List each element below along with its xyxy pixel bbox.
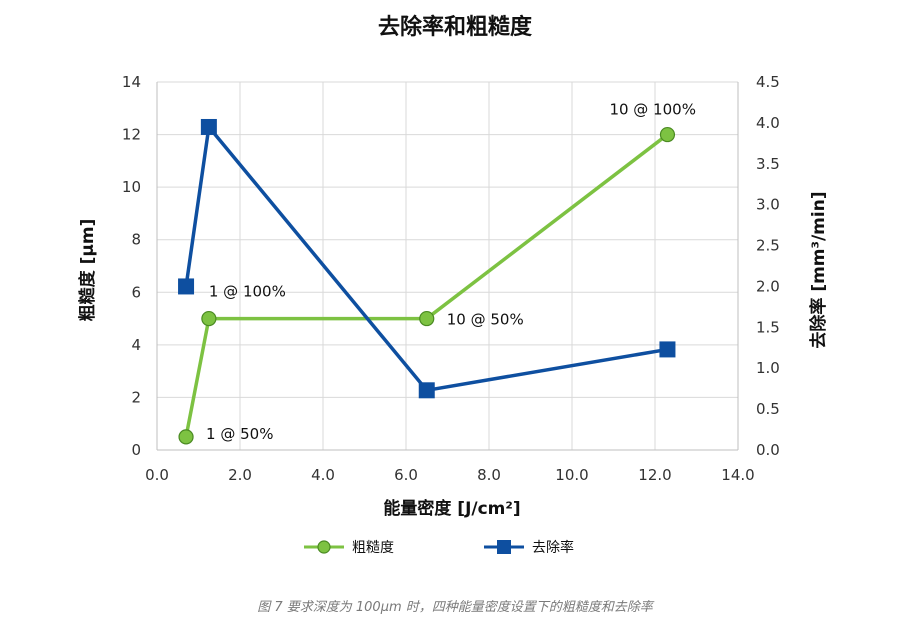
data-label: 10 @ 50% bbox=[447, 311, 524, 329]
y-right-tick-label: 3.5 bbox=[756, 155, 780, 173]
legend-marker-removal-rate bbox=[497, 540, 511, 554]
x-tick-label: 6.0 bbox=[394, 466, 418, 484]
data-point-removal-rate-0 bbox=[178, 278, 195, 295]
x-tick-label: 4.0 bbox=[311, 466, 335, 484]
y-left-tick-labels: 0 2 4 6 8 10 12 14 bbox=[122, 73, 141, 459]
axes bbox=[156, 82, 739, 451]
legend-item-roughness: 粗糙度 bbox=[304, 540, 394, 556]
series-line-1 bbox=[184, 125, 668, 393]
y-right-tick-label: 3.0 bbox=[756, 196, 780, 214]
y-right-axis-label: 去除率 [mm³/min] bbox=[808, 191, 829, 348]
y-right-tick-label: 1.5 bbox=[756, 318, 780, 336]
y-right-tick-label: 2.5 bbox=[756, 237, 780, 255]
series-line-0 bbox=[184, 133, 669, 438]
y-right-tick-labels: 0.0 0.5 1.0 1.5 2.0 2.5 3.0 3.5 4.0 4.5 bbox=[756, 73, 780, 459]
y-right-tick-label: 4.0 bbox=[756, 114, 780, 132]
y-right-tick-label: 2.0 bbox=[756, 277, 780, 295]
y-left-tick-label: 6 bbox=[131, 283, 141, 301]
data-point-roughness-3 bbox=[659, 126, 676, 143]
y-left-tick-label: 4 bbox=[131, 336, 141, 354]
y-right-tick-label: 4.5 bbox=[756, 73, 780, 91]
data-point-roughness-2 bbox=[419, 310, 435, 327]
y-left-tick-label: 12 bbox=[122, 126, 141, 144]
y-left-tick-label: 14 bbox=[122, 73, 141, 91]
x-tick-labels: 0.0 2.0 4.0 6.0 8.0 10.0 12.0 14.0 bbox=[145, 466, 755, 484]
legend-label-roughness: 粗糙度 bbox=[352, 540, 394, 556]
y-left-tick-label: 8 bbox=[131, 231, 141, 249]
figure-caption: 图 7 要求深度为 100µm 时，四种能量密度设置下的粗糙度和去除率 bbox=[257, 600, 653, 615]
y-left-tick-label: 2 bbox=[131, 388, 141, 406]
legend-item-removal-rate: 去除率 bbox=[484, 539, 574, 556]
data-point-removal-rate-3 bbox=[659, 341, 676, 358]
y-right-tick-label: 0.0 bbox=[756, 441, 780, 459]
x-tick-label: 0.0 bbox=[145, 466, 169, 484]
data-label: 10 @ 100% bbox=[609, 101, 696, 119]
y-left-axis-label: 粗糙度 [µm] bbox=[77, 219, 98, 322]
x-axis-label: 能量密度 [J/cm²] bbox=[383, 498, 520, 519]
y-right-tick-label: 1.0 bbox=[756, 359, 780, 377]
y-left-tick-label: 0 bbox=[131, 441, 141, 459]
series-lines bbox=[184, 125, 669, 438]
y-right-tick-label: 0.5 bbox=[756, 400, 780, 418]
x-tick-label: 8.0 bbox=[477, 466, 501, 484]
x-tick-label: 10.0 bbox=[555, 466, 588, 484]
legend-label-removal-rate: 去除率 bbox=[532, 539, 574, 556]
y-left-tick-label: 10 bbox=[122, 178, 141, 196]
grid bbox=[157, 81, 738, 450]
data-label: 1 @ 100% bbox=[209, 283, 286, 301]
data-point-removal-rate-2 bbox=[418, 382, 435, 399]
legend-marker-roughness bbox=[317, 540, 331, 554]
series-markers bbox=[178, 118, 676, 445]
data-point-roughness-0 bbox=[178, 429, 194, 445]
x-tick-label: 12.0 bbox=[638, 466, 671, 484]
legend: 粗糙度 去除率 bbox=[304, 539, 574, 556]
x-tick-label: 14.0 bbox=[721, 466, 754, 484]
annotations: 1 @ 50% 1 @ 100% 10 @ 50% 10 @ 100% bbox=[206, 101, 696, 443]
data-point-removal-rate-1 bbox=[200, 118, 217, 135]
data-point-roughness-1 bbox=[201, 310, 217, 327]
chart-title: 去除率和粗糙度 bbox=[378, 14, 533, 40]
data-label: 1 @ 50% bbox=[206, 425, 273, 443]
x-tick-label: 2.0 bbox=[228, 466, 252, 484]
